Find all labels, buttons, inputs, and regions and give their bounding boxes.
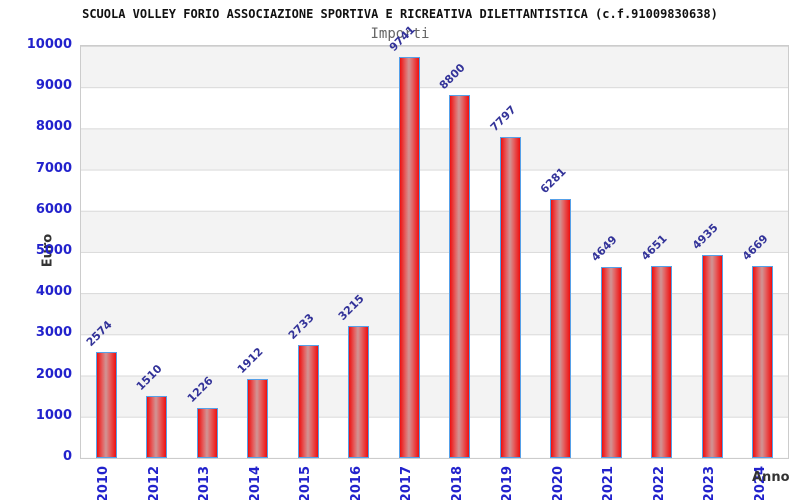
bar-value-label: 3215 <box>336 291 367 323</box>
x-tick-label: 2016 <box>348 466 364 500</box>
bar-value-label: 4669 <box>740 231 771 263</box>
x-axis-title: Anno <box>752 470 790 485</box>
bar-2010 <box>95 352 117 458</box>
bar-2020 <box>550 199 572 458</box>
x-tick-label: 2010 <box>96 466 112 500</box>
y-tick-label: 0 <box>62 449 72 464</box>
bar-value-label: 2733 <box>285 311 317 343</box>
x-tick-label: 2022 <box>651 466 667 500</box>
y-tick-label: 5000 <box>35 243 72 258</box>
x-tick-label: 2012 <box>146 466 162 500</box>
y-tick-label: 10000 <box>26 37 72 52</box>
y-tick-label: 6000 <box>35 201 72 217</box>
bar-value-label: 1510 <box>134 361 165 393</box>
x-tick-label: 2015 <box>298 466 314 500</box>
bar-2014 <box>247 379 269 458</box>
bar-2019 <box>499 136 521 458</box>
y-tick-label: 8000 <box>35 119 72 135</box>
bar-value-label: 2574 <box>83 318 115 349</box>
bar-2015 <box>297 345 319 458</box>
bar-value-label: 4651 <box>639 232 670 264</box>
bar-2012 <box>146 395 168 458</box>
x-tick-label: 2018 <box>449 466 465 500</box>
chart-title: SCUOLA VOLLEY FORIO ASSOCIAZIONE SPORTIV… <box>82 7 718 21</box>
bar-value-label: 7797 <box>487 102 519 134</box>
y-tick-label: 2000 <box>35 366 72 382</box>
bar-value-label: 4649 <box>588 232 620 264</box>
bar-value-label: 4935 <box>689 220 721 252</box>
bar-value-label: 6281 <box>538 165 569 197</box>
bar-2024 <box>752 265 774 458</box>
bar-value-label: 1912 <box>235 345 266 377</box>
y-tick-label: 4000 <box>35 284 72 300</box>
x-tick-label: 2021 <box>601 466 617 500</box>
bar-value-label: 8800 <box>437 61 468 93</box>
y-tick-label: 3000 <box>35 325 72 341</box>
x-tick-label: 2023 <box>702 466 718 500</box>
bar-2017 <box>398 56 420 458</box>
bar-2022 <box>651 266 673 458</box>
bar-2016 <box>348 325 370 458</box>
chart-subtitle: Importi <box>370 26 430 42</box>
y-tick-label: 7000 <box>35 160 72 176</box>
y-tick-label: 1000 <box>35 407 72 423</box>
y-tick-label: 9000 <box>35 78 72 94</box>
bar-2018 <box>449 95 471 458</box>
bar-2013 <box>196 407 218 458</box>
plot-area: 2574 1510 1226 1912 2733 3215 9741 8800 7797 6281… <box>80 23 789 459</box>
x-tick-label: 2019 <box>500 466 516 500</box>
x-tick-label: 2013 <box>197 466 213 500</box>
bar-value-label: 1226 <box>184 373 216 405</box>
bar-2021 <box>600 266 622 458</box>
bar-2023 <box>701 254 723 458</box>
x-tick-label: 2014 <box>247 466 263 500</box>
x-tick-label: 2020 <box>550 466 566 500</box>
x-tick-label: 2017 <box>399 466 415 500</box>
